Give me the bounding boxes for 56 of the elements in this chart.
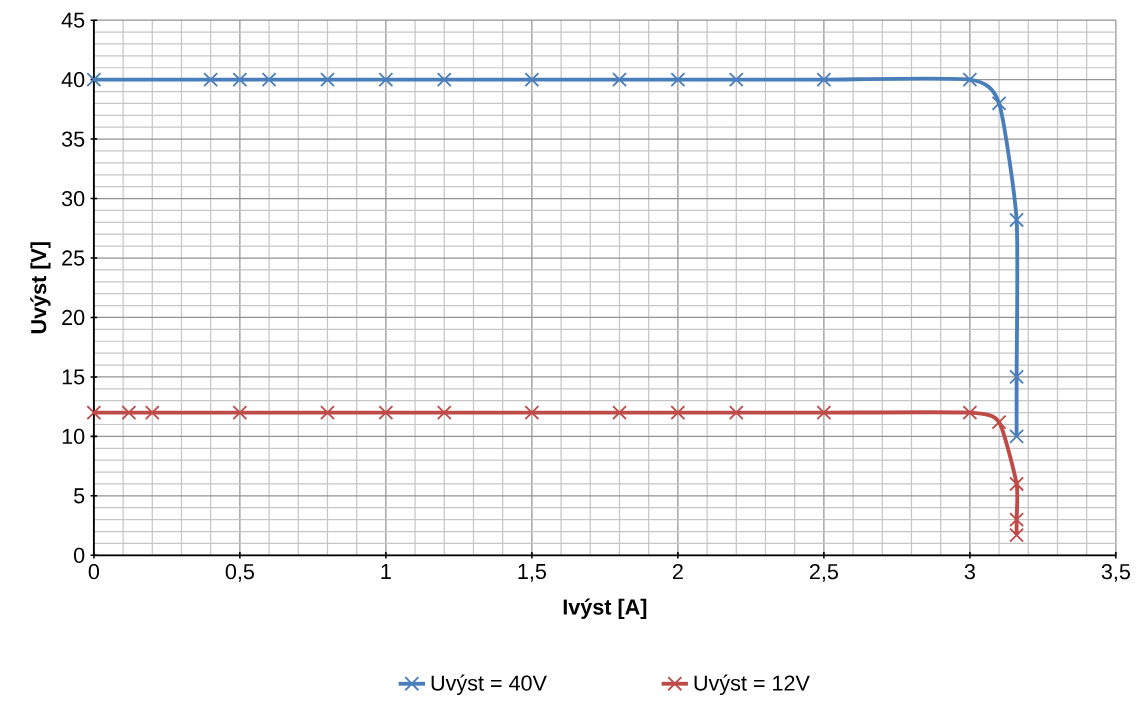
x-tick-label: 3,5 bbox=[1101, 563, 1130, 582]
point bbox=[612, 72, 627, 87]
y-axis-title: Uvýst [V] bbox=[30, 242, 51, 334]
point bbox=[1009, 476, 1025, 492]
point bbox=[144, 404, 160, 420]
point bbox=[320, 72, 335, 87]
x-tick-label: 0,5 bbox=[225, 563, 254, 582]
point bbox=[962, 404, 978, 420]
y-tick-label: 15 bbox=[62, 369, 85, 385]
x-axis-title: Ivýst [A] bbox=[563, 598, 647, 619]
point bbox=[524, 72, 540, 87]
point bbox=[670, 404, 686, 420]
point bbox=[86, 404, 102, 420]
point bbox=[436, 72, 452, 87]
point bbox=[86, 72, 102, 87]
y-tick-label: 10 bbox=[62, 428, 85, 444]
point bbox=[1009, 369, 1025, 385]
point bbox=[728, 404, 744, 420]
x-tick-label: 1 bbox=[381, 563, 391, 579]
point bbox=[121, 404, 137, 420]
point bbox=[261, 72, 277, 87]
point bbox=[816, 404, 832, 420]
legend-label: Uvýst = 12V bbox=[694, 674, 810, 695]
x-tick-label: 2,5 bbox=[809, 563, 838, 582]
point bbox=[232, 404, 248, 420]
point bbox=[670, 72, 686, 87]
point bbox=[232, 72, 248, 87]
y-tick-label: 20 bbox=[62, 309, 85, 325]
point bbox=[320, 404, 335, 420]
y-tick-label: 35 bbox=[61, 131, 85, 147]
point bbox=[524, 404, 540, 420]
point bbox=[728, 72, 744, 87]
x-tick-label: 2 bbox=[672, 563, 683, 579]
y-tick-label: 45 bbox=[61, 12, 85, 28]
point bbox=[962, 72, 978, 87]
point bbox=[378, 404, 394, 420]
point bbox=[991, 414, 1007, 430]
point bbox=[612, 404, 627, 420]
point bbox=[436, 404, 452, 420]
point bbox=[1009, 428, 1025, 444]
y-tick-label: 25 bbox=[62, 250, 85, 266]
y-tick-label: 40 bbox=[61, 71, 85, 88]
point bbox=[378, 72, 394, 87]
point bbox=[203, 72, 219, 87]
y-tick-label: 30 bbox=[61, 190, 85, 207]
point bbox=[816, 72, 832, 87]
y-tick-label: 0 bbox=[73, 547, 85, 563]
point bbox=[1009, 527, 1025, 543]
point bbox=[1009, 512, 1025, 527]
y-tick-label: 5 bbox=[74, 488, 85, 504]
point bbox=[991, 95, 1007, 111]
x-tick-label: 3 bbox=[964, 563, 975, 580]
x-tick-label: 1,5 bbox=[518, 563, 546, 582]
legend-label: Uvýst = 40V bbox=[431, 674, 547, 695]
point bbox=[1009, 212, 1025, 228]
x-tick-label: 0 bbox=[88, 563, 100, 580]
